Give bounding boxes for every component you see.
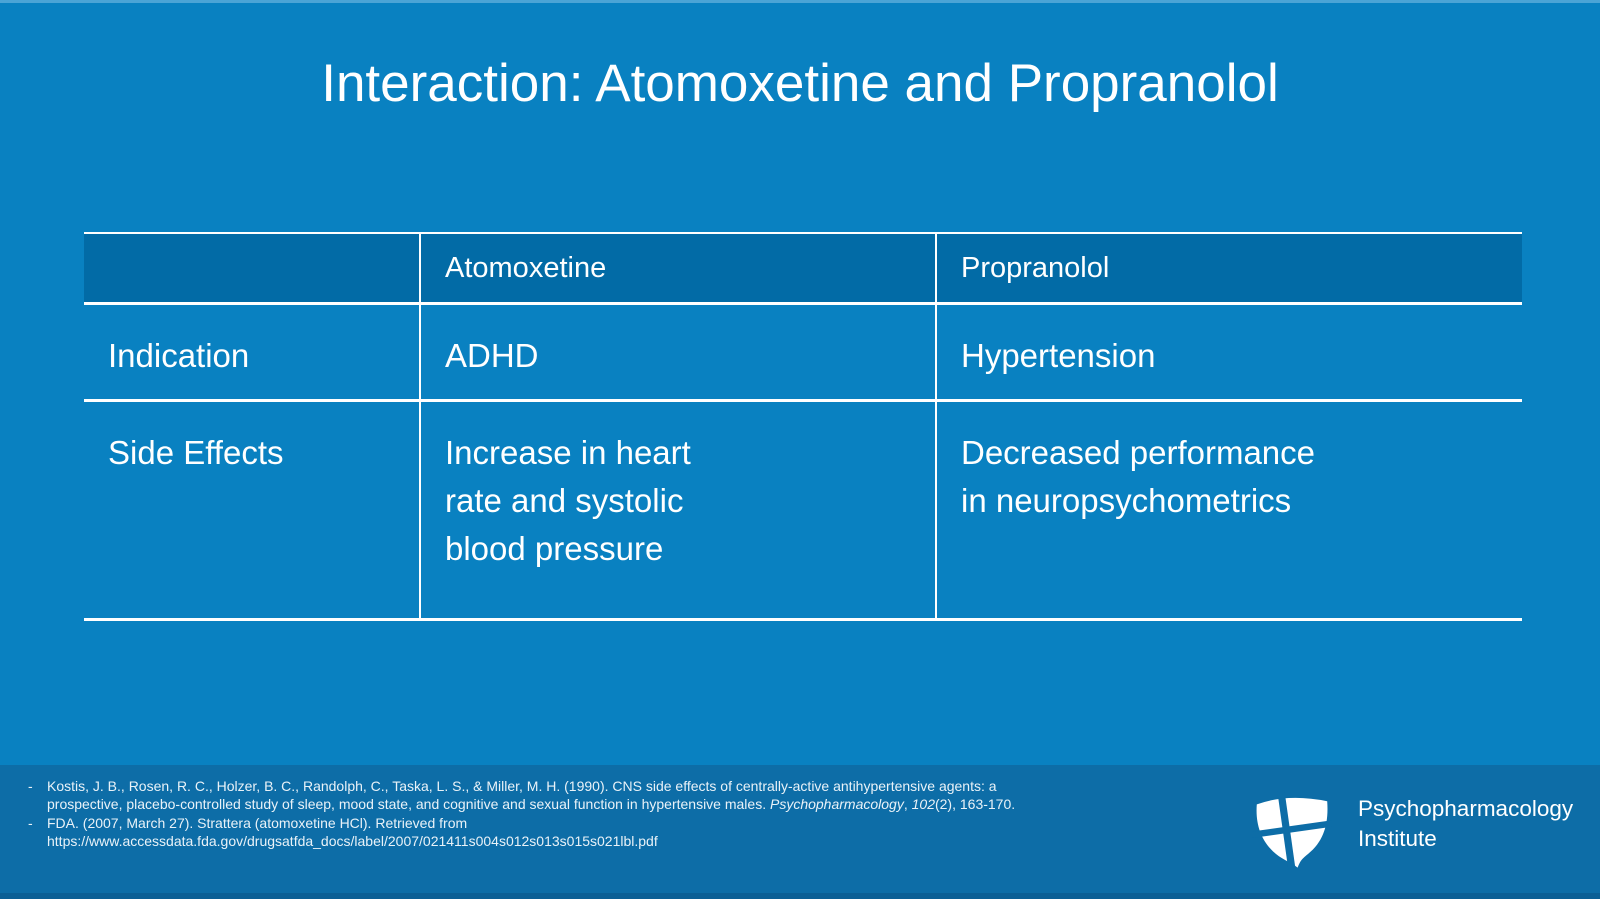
cell-side-effects-propranolol: Decreased performance in neuropsychometr… <box>935 402 1522 618</box>
logo-wordmark: Psychopharmacology Institute <box>1358 791 1573 853</box>
bottom-accent-strip <box>0 893 1600 899</box>
cell-text: Side Effects <box>108 434 284 471</box>
cell-text-line: rate and systolic <box>445 482 684 519</box>
row-label-side-effects: Side Effects <box>84 402 419 618</box>
reference-line-text: , <box>903 796 912 813</box>
interaction-table: Atomoxetine Propranolol Indication ADHD … <box>84 232 1522 621</box>
cell-text: Indication <box>108 337 250 374</box>
reference-url: https://www.accessdata.fda.gov/drugsatfd… <box>47 833 658 850</box>
reference-bullet: - <box>28 778 33 794</box>
reference-line-text: prospective, placebo-controlled study of… <box>47 796 770 813</box>
references-list: - Kostis, J. B., Rosen, R. C., Holzer, B… <box>28 777 1015 851</box>
logo-line-1: Psychopharmacology <box>1358 796 1574 821</box>
logo-line-2: Institute <box>1358 825 1437 851</box>
table-header-propranolol: Propranolol <box>935 234 1522 302</box>
cell-side-effects-atomoxetine: Increase in heart rate and systolic bloo… <box>419 402 935 618</box>
cell-text-line: blood pressure <box>445 530 664 567</box>
table-row-indication: Indication ADHD Hypertension <box>84 305 1522 402</box>
cell-text: Hypertension <box>961 337 1156 374</box>
footer: - Kostis, J. B., Rosen, R. C., Holzer, B… <box>0 765 1600 899</box>
reference-text: Kostis, J. B., Rosen, R. C., Holzer, B. … <box>47 777 1015 814</box>
cell-text-line: in neuropsychometrics <box>961 482 1292 519</box>
top-accent-strip <box>0 0 1600 3</box>
journal-volume: 102 <box>911 796 935 813</box>
cell-indication-atomoxetine: ADHD <box>419 305 935 399</box>
cell-indication-propranolol: Hypertension <box>935 305 1522 399</box>
reference-line-text: Kostis, J. B., Rosen, R. C., Holzer, B. … <box>47 778 997 794</box>
cell-text-line: Increase in heart <box>445 434 691 471</box>
row-label-indication: Indication <box>84 305 419 399</box>
reference-line-text: FDA. (2007, March 27). Strattera (atomox… <box>47 814 468 831</box>
table-header-empty <box>84 234 419 302</box>
cell-text-line: Decreased performance <box>961 434 1316 471</box>
journal-name: Psychopharmacology <box>769 796 904 813</box>
reference-line: prospective, placebo-controlled study of… <box>47 795 1015 813</box>
reference-line: Kostis, J. B., Rosen, R. C., Holzer, B. … <box>47 777 1015 795</box>
psychopharmacology-institute-logo: Psychopharmacology Institute <box>1252 791 1573 869</box>
reference-bullet: - <box>28 814 33 831</box>
reference-line-text: (2), 163-170. <box>934 796 1016 813</box>
table-header-row: Atomoxetine Propranolol <box>84 234 1522 305</box>
cell-text: ADHD <box>445 337 539 374</box>
reference-text: FDA. (2007, March 27). Strattera (atomox… <box>47 814 1015 851</box>
shield-cross-icon <box>1252 791 1332 869</box>
table-header-atomoxetine: Atomoxetine <box>419 234 935 302</box>
reference-line: FDA. (2007, March 27). Strattera (atomox… <box>47 814 1015 832</box>
table-row-side-effects: Side Effects Increase in heart rate and … <box>84 402 1522 621</box>
reference-item: - Kostis, J. B., Rosen, R. C., Holzer, B… <box>28 777 1015 814</box>
slide-title: Interaction: Atomoxetine and Propranolol <box>321 54 1279 113</box>
reference-item: - FDA. (2007, March 27). Strattera (atom… <box>28 814 1015 851</box>
